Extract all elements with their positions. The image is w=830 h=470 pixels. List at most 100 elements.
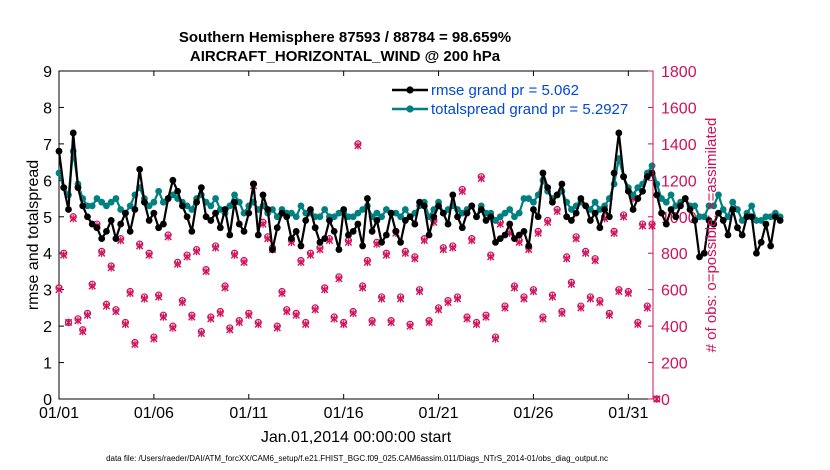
rmse-point — [743, 213, 751, 221]
totalspread-point — [273, 213, 281, 221]
obs-assimilated-marker — [135, 242, 144, 250]
obs-assimilated-marker — [140, 294, 149, 303]
obs-assimilated-marker — [335, 274, 343, 283]
totalspread-point — [530, 198, 537, 206]
y2-tick-label: 200 — [661, 356, 688, 373]
y-axis-right: 020040060080010001200140016001800 — [648, 64, 697, 409]
totalspread-point — [662, 198, 670, 206]
totalspread-point — [226, 202, 234, 210]
totalspread-point — [349, 213, 357, 221]
rmse-point — [74, 184, 82, 192]
rmse-point — [586, 217, 594, 224]
rmse-point — [444, 220, 452, 228]
obs-assimilated-marker — [283, 307, 291, 316]
rmse-point — [525, 242, 533, 250]
rmse-point — [468, 202, 476, 210]
rmse-point — [340, 206, 348, 213]
obs-assimilated-marker — [444, 298, 452, 307]
obs-assimilated-marker — [572, 234, 580, 243]
rmse-point — [178, 202, 186, 210]
obs-assimilated-marker — [610, 229, 618, 237]
rmse-point — [705, 217, 713, 224]
rmse-point — [411, 220, 419, 228]
rmse-point — [653, 191, 661, 199]
rmse-point — [240, 227, 248, 235]
obs-assimilated-marker — [439, 245, 447, 254]
totalspread-point — [378, 213, 386, 221]
obs-assimilated-marker — [396, 294, 405, 303]
rmse-point — [605, 213, 613, 221]
rmse-point — [629, 206, 637, 213]
totalspread-point — [155, 187, 163, 195]
obs-assimilated-marker — [211, 243, 220, 252]
obs-assimilated-marker — [183, 253, 191, 261]
y-tick-label: 3 — [43, 283, 52, 300]
obs-assimilated-marker — [64, 318, 73, 327]
y-tick-label: 5 — [43, 210, 52, 227]
rmse-point — [406, 213, 414, 221]
legend-rmse-marker — [406, 86, 414, 94]
obs-assimilated-marker — [619, 212, 628, 221]
obs-assimilated-marker — [472, 320, 481, 329]
obs-assimilated-marker — [154, 293, 163, 301]
obs-assimilated-marker — [363, 258, 372, 267]
rmse-point — [55, 147, 63, 155]
rmse-point — [610, 169, 618, 177]
totalspread-point — [397, 213, 404, 221]
totalspread-point — [710, 202, 718, 210]
rmse-point — [458, 224, 466, 232]
rmse-point — [98, 235, 106, 243]
obs-assimilated-marker — [235, 318, 243, 327]
legend-spread-label: totalspread grand pr = 5.2927 — [431, 101, 628, 118]
rmse-point — [302, 217, 310, 224]
y2-tick-label: 1400 — [661, 137, 697, 154]
obs-assimilated-marker — [226, 325, 234, 334]
rmse-point — [122, 209, 129, 217]
rmse-point — [420, 202, 428, 210]
obs-assimilated-marker — [648, 222, 656, 230]
plot-area — [58, 70, 654, 400]
x-tick-label: 01/11 — [229, 405, 268, 422]
totalspread-point — [492, 217, 499, 224]
rmse-point — [259, 191, 267, 199]
x-axis-label: Jan.01,2014 00:00:00 start — [261, 429, 452, 446]
totalspread-point — [216, 206, 224, 213]
rmse-point — [65, 206, 72, 213]
totalspread-point — [288, 209, 295, 217]
obs-assimilated-marker — [558, 309, 566, 318]
obs-assimilated-marker — [245, 311, 253, 319]
data-file-footer: data file: /Users/raeder/DAI/ATM_forcXX/… — [106, 454, 608, 463]
y-tick-label: 2 — [43, 319, 52, 336]
totalspread-point — [169, 191, 177, 199]
totalspread-point — [567, 206, 575, 213]
rmse-point — [677, 202, 684, 210]
rmse-point — [648, 169, 656, 177]
rmse-point — [264, 206, 272, 213]
rmse-point — [549, 198, 556, 206]
rmse-point — [544, 184, 552, 192]
obs-assimilated-marker — [534, 229, 542, 237]
obs-assimilated-marker — [330, 315, 338, 323]
rmse-point — [245, 209, 253, 217]
legend: rmse grand pr = 5.062 totalspread grand … — [392, 82, 628, 118]
rmse-point — [477, 206, 485, 213]
rmse-point — [482, 217, 490, 224]
obs-assimilated-marker — [458, 187, 466, 196]
totalspread-point — [719, 206, 727, 213]
totalspread-point — [634, 184, 642, 192]
rmse-point — [686, 206, 694, 213]
rmse-point — [292, 227, 300, 235]
rmse-point — [762, 220, 770, 228]
obs-assimilated-marker — [382, 251, 391, 259]
y-tick-label: 1 — [43, 356, 52, 373]
obs-assimilated-marker — [240, 258, 248, 267]
rmse-point — [715, 209, 722, 217]
rmse-point — [582, 202, 590, 210]
rmse-point — [401, 217, 409, 224]
rmse-series — [55, 129, 784, 261]
x-tick-label: 01/21 — [419, 405, 459, 422]
rmse-point — [767, 242, 775, 250]
obs-assimilated-marker — [477, 174, 485, 183]
rmse-point — [359, 242, 367, 250]
